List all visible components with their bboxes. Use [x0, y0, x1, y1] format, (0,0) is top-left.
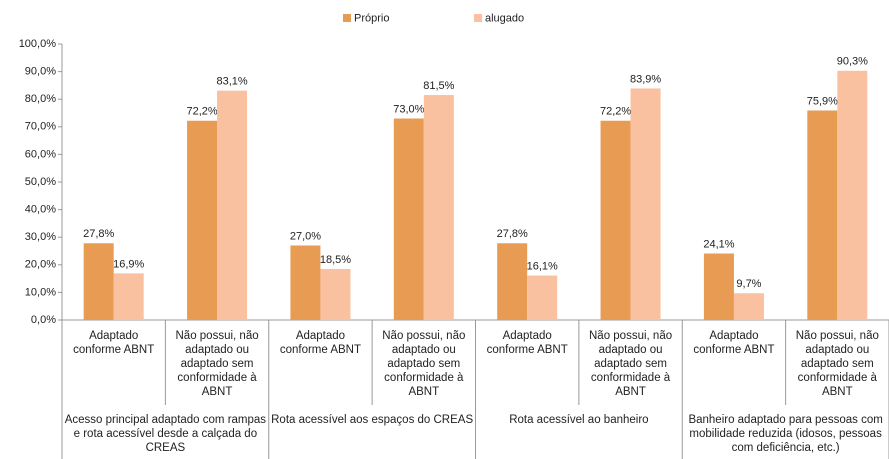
- bar: [733, 293, 764, 320]
- data-label: 83,9%: [630, 73, 661, 85]
- group-label: Rota acessível ao banheiro: [509, 414, 649, 426]
- x-tick-label: Adaptado conforme ABNT: [693, 330, 775, 356]
- group-label: Banheiro adaptado para pessoas com mobil…: [688, 414, 883, 454]
- y-tick-label: 20,0%: [25, 259, 56, 271]
- data-label: 16,9%: [113, 258, 144, 270]
- legend-label: alugado: [485, 12, 524, 24]
- data-label: 9,7%: [736, 278, 761, 290]
- bar: [423, 95, 454, 320]
- bar: [600, 120, 631, 320]
- data-label: 27,8%: [497, 228, 528, 240]
- y-tick-label: 60,0%: [25, 148, 56, 160]
- x-tick-label: Não possui, não adaptado ou adaptado sem…: [382, 330, 466, 398]
- bar: [217, 90, 248, 320]
- data-label: 18,5%: [320, 254, 351, 266]
- group-label: Rota acessível aos espaços do CREAS: [271, 414, 474, 426]
- x-tick-label: Adaptado conforme ABNT: [486, 330, 568, 356]
- data-label: 75,9%: [807, 95, 838, 107]
- x-tick-label: Adaptado conforme ABNT: [279, 330, 362, 356]
- bar: [527, 275, 558, 320]
- bar: [187, 120, 218, 320]
- data-label: 16,1%: [527, 260, 558, 272]
- x-tick-label: Não possui, não adaptado ou adaptado sem…: [589, 330, 673, 398]
- legend-swatch: [474, 14, 482, 22]
- y-tick-label: 50,0%: [25, 176, 56, 188]
- data-label: 73,0%: [393, 103, 424, 115]
- bar: [630, 88, 661, 320]
- bar: [113, 273, 144, 320]
- data-label: 72,2%: [600, 106, 631, 118]
- y-tick-label: 80,0%: [25, 93, 56, 105]
- data-label: 72,2%: [186, 106, 217, 118]
- x-tick-label: Não possui, não adaptado ou adaptado sem…: [175, 330, 259, 398]
- y-tick-label: 0,0%: [31, 314, 56, 326]
- x-tick-label: Não possui, não adaptado ou adaptado sem…: [795, 330, 879, 398]
- bar: [290, 245, 321, 320]
- y-tick-label: 10,0%: [25, 286, 56, 298]
- data-label: 27,0%: [290, 230, 321, 242]
- bar: [703, 253, 734, 320]
- y-tick-label: 30,0%: [25, 231, 56, 243]
- y-tick-label: 40,0%: [25, 204, 56, 216]
- bar: [393, 118, 424, 321]
- data-label: 27,8%: [83, 228, 114, 240]
- bar: [807, 110, 838, 321]
- data-label: 24,1%: [703, 238, 734, 250]
- y-tick-label: 90,0%: [25, 66, 56, 78]
- bar: [83, 243, 114, 320]
- data-label: 83,1%: [216, 76, 247, 88]
- y-tick-label: 100,0%: [19, 38, 57, 50]
- bar: [497, 243, 528, 320]
- legend-swatch: [343, 14, 351, 22]
- legend-label: Próprio: [354, 12, 389, 24]
- data-label: 90,3%: [837, 56, 868, 68]
- bar: [837, 70, 868, 320]
- bar: [320, 268, 351, 320]
- y-tick-label: 70,0%: [25, 121, 56, 133]
- data-label: 81,5%: [423, 80, 454, 92]
- group-label: Acesso principal adaptado com rampas e r…: [64, 414, 267, 454]
- x-tick-label: Adaptado conforme ABNT: [73, 330, 155, 356]
